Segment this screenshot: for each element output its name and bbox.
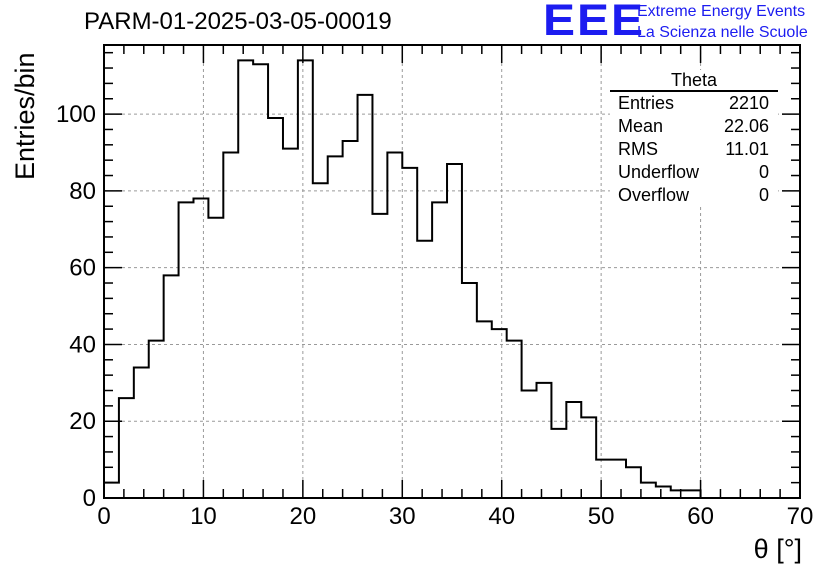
x-tick-label: 40: [488, 503, 515, 530]
histogram-bin: [164, 275, 179, 498]
stats-value: 11.01: [725, 139, 769, 159]
axis-ticks: [103, 45, 801, 499]
histogram-bin: [313, 183, 328, 498]
histogram-bin: [328, 156, 343, 498]
histogram-bin: [387, 152, 402, 498]
histogram-bin: [402, 168, 417, 498]
histogram-bin: [253, 64, 268, 498]
histogram-bin: [358, 95, 373, 498]
histogram-bin: [268, 118, 283, 498]
histogram-bin: [551, 429, 566, 498]
histogram-bin: [626, 467, 641, 498]
histogram-bin: [417, 241, 432, 498]
histogram-bin: [522, 391, 537, 498]
histogram-bin: [208, 218, 223, 498]
logo-line-1: Extreme Energy Events: [637, 3, 806, 20]
histogram-bin: [134, 367, 149, 498]
histogram-bin: [611, 460, 626, 498]
histogram-outline: [103, 59, 800, 499]
plot-frame: [103, 44, 801, 499]
x-tick-label: 50: [588, 503, 615, 530]
histogram-bin: [671, 490, 686, 498]
histogram-bin: [596, 460, 611, 498]
stats-label: Underflow: [618, 162, 700, 182]
y-axis-label: Entries/bin: [10, 52, 40, 180]
histogram-bin: [372, 214, 387, 498]
stats-label: Entries: [618, 93, 675, 113]
y-tick-label: 60: [69, 255, 96, 282]
x-tick-label: 20: [290, 503, 317, 530]
eee-logo-mark: EEE: [543, 0, 646, 46]
y-tick-label: 0: [83, 485, 96, 512]
stats-box-title: Theta: [610, 70, 778, 92]
stats-value: 2210: [728, 93, 769, 113]
stats-row-entries: Entries 2210: [610, 92, 778, 115]
x-tick-label: 10: [190, 503, 217, 530]
histogram-bin: [119, 398, 134, 498]
histogram-bin: [432, 202, 447, 498]
histogram-bin: [104, 483, 119, 498]
histogram-bin: [492, 329, 507, 498]
stats-row-underflow: Underflow 0: [610, 161, 778, 184]
stats-value: 0: [758, 162, 769, 182]
chart-title: PARM-01-2025-03-05-00019: [84, 8, 392, 35]
histogram-bin: [447, 164, 462, 498]
x-tick-label: 30: [389, 503, 416, 530]
histogram-bin: [298, 60, 313, 498]
stats-label: RMS: [618, 139, 658, 159]
stats-label: Overflow: [618, 185, 690, 205]
histogram-bin: [507, 341, 522, 498]
histogram-bin: [343, 141, 358, 498]
histogram-bin: [656, 486, 671, 498]
histogram-bin: [193, 199, 208, 498]
histogram-bin: [223, 152, 238, 498]
stats-row-overflow: Overflow 0: [610, 184, 778, 207]
histogram-bin: [566, 402, 581, 498]
histogram-bin: [462, 283, 477, 498]
x-tick-label: 60: [687, 503, 714, 530]
y-tick-label: 40: [69, 331, 96, 358]
grid-lines: [104, 45, 800, 498]
histogram-bin: [149, 341, 164, 498]
histogram-bin: [686, 490, 701, 498]
stats-value: 22.06: [723, 116, 769, 136]
histogram-bin: [537, 383, 552, 498]
histogram-bin: [581, 417, 596, 498]
x-axis-label: θ [°]: [753, 534, 802, 564]
stats-row-mean: Mean 22.06: [610, 115, 778, 138]
histogram-bin: [179, 202, 194, 498]
histogram-bars: [103, 59, 800, 499]
y-tick-label: 100: [56, 101, 96, 128]
stats-value: 0: [758, 185, 769, 205]
y-tick-label: 20: [69, 408, 96, 435]
stats-label: Mean: [618, 116, 664, 136]
logo-line-2: La Scienza nelle Scuole: [637, 24, 808, 41]
y-tick-label: 80: [69, 178, 96, 205]
stats-box: Theta Entries 2210 Mean 22.06 RMS 11.01 …: [610, 70, 778, 207]
stats-row-rms: RMS 11.01: [610, 138, 778, 161]
x-tick-label: 70: [787, 503, 814, 530]
histogram-bin: [477, 321, 492, 498]
histogram-bin: [283, 149, 298, 498]
axis-tick-labels: 0 10 20 30 40 50 60 70 0 20 40 60 80 100: [56, 101, 813, 530]
x-tick-label: 0: [97, 503, 110, 530]
histogram-bin: [641, 483, 656, 498]
histogram-bin: [238, 60, 253, 498]
